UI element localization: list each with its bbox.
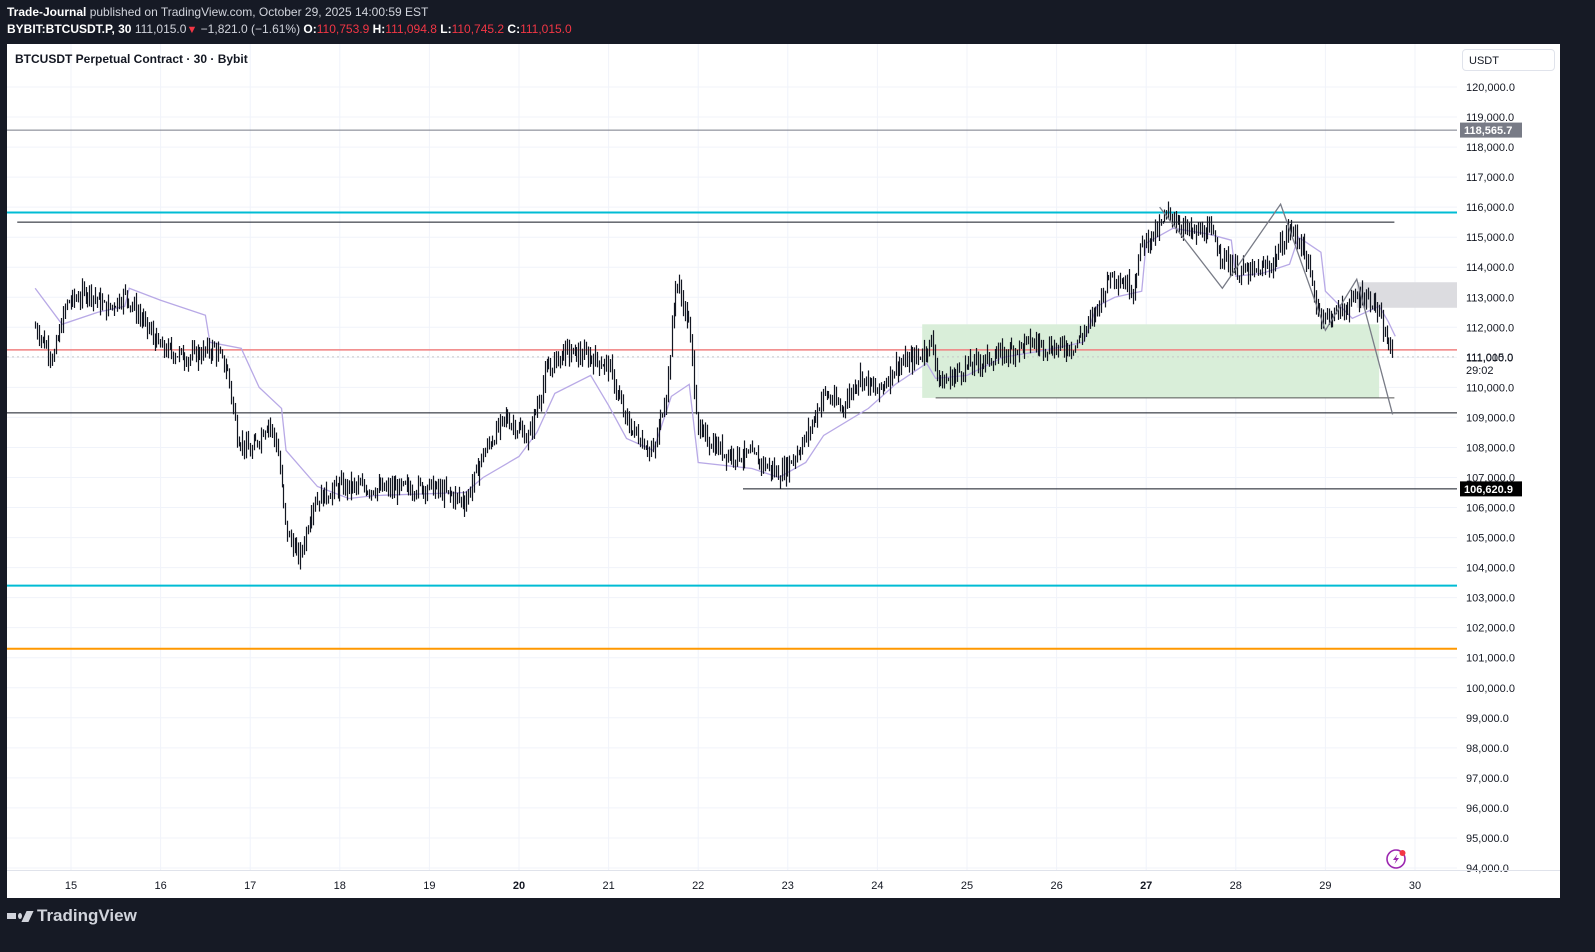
chart-title: BTCUSDT Perpetual Contract · 30 · Bybit bbox=[15, 52, 248, 66]
last-price: 111,015.0 bbox=[134, 22, 187, 36]
publish-info: Trade-Journal published on TradingView.c… bbox=[7, 5, 428, 19]
time-tick-label: 30 bbox=[1409, 880, 1421, 892]
price-tick-label: 101,000.0 bbox=[1466, 653, 1515, 665]
time-tick-label: 27 bbox=[1140, 880, 1152, 892]
price-tick-label: 114,000.0 bbox=[1466, 262, 1514, 274]
symbol-label: BYBIT:BTCUSDT.P, 30 bbox=[7, 22, 132, 36]
price-tick-label: 108,000.0 bbox=[1466, 442, 1515, 454]
tradingview-mark-icon bbox=[7, 910, 34, 922]
time-tick-label: 29 bbox=[1319, 880, 1331, 892]
price-tick-label: 119,000.0 bbox=[1466, 112, 1514, 124]
top-level-price-label: 118,565.7 bbox=[1464, 125, 1512, 137]
low-level-price-label-bg bbox=[1460, 481, 1522, 497]
time-tick-label: 15 bbox=[65, 880, 77, 892]
open-value: 110,753.9 bbox=[316, 22, 370, 36]
low-level-price-label: 106,620.9 bbox=[1464, 484, 1513, 496]
time-tick-label: 17 bbox=[244, 880, 256, 892]
time-tick-label: 20 bbox=[513, 880, 525, 892]
price-tick-label: 104,000.0 bbox=[1466, 563, 1515, 575]
price-tick-label: 117,000.0 bbox=[1466, 172, 1514, 184]
price-tick-label: 113,000.0 bbox=[1466, 292, 1514, 304]
time-tick-label: 18 bbox=[334, 880, 346, 892]
chart-grid bbox=[7, 44, 1457, 870]
price-tick-label: 103,000.0 bbox=[1466, 593, 1515, 605]
time-tick-label: 25 bbox=[961, 880, 973, 892]
lightning-alert-icon[interactable] bbox=[1386, 849, 1406, 869]
price-tick-label: 100,000.0 bbox=[1466, 683, 1515, 695]
chart-frame[interactable] bbox=[7, 44, 1560, 898]
currency-selector[interactable]: USDT bbox=[1462, 49, 1555, 71]
horizontal-levels[interactable] bbox=[7, 129, 1457, 650]
zigzag-line bbox=[1159, 202, 1394, 415]
open-label: O: bbox=[303, 22, 317, 36]
price-bars bbox=[34, 201, 1394, 570]
price-tick-label: 118,000.0 bbox=[1466, 142, 1514, 154]
publisher-name[interactable]: Trade-Journal bbox=[7, 5, 87, 19]
time-axis[interactable]: 15 16 17 18 19 20 21 22 23 24 25 26 27 28 29 30 bbox=[7, 870, 1560, 893]
tradingview-logo[interactable]: TradingView bbox=[7, 906, 137, 926]
price-tick-label: 98,000.0 bbox=[1466, 743, 1509, 755]
price-tick-label: 99,000.0 bbox=[1466, 713, 1509, 725]
time-tick-label: 23 bbox=[782, 880, 794, 892]
price-tick-label: 106,000.0 bbox=[1466, 503, 1515, 515]
price-tick-label: 109,000.0 bbox=[1466, 412, 1515, 424]
price-tick-label: 95,000.0 bbox=[1466, 833, 1509, 845]
time-tick-label: 21 bbox=[602, 880, 614, 892]
price-tick-label: 116,000.0 bbox=[1466, 202, 1514, 214]
gray-supply-zone bbox=[1356, 282, 1457, 308]
high-label: H: bbox=[372, 22, 386, 36]
publish-text: published on TradingView.com, October 29… bbox=[86, 5, 429, 19]
green-demand-zone bbox=[922, 324, 1380, 398]
price-labels: 118,565.7 106,620.9 111,015.029:02 bbox=[1460, 122, 1522, 497]
symbol-info-bar: BYBIT:BTCUSDT.P, 30 111,015.0▼ −1,821.0 … bbox=[7, 22, 572, 36]
price-tick-label: 112,000.0 bbox=[1466, 322, 1514, 334]
time-tick-label: 28 bbox=[1230, 880, 1242, 892]
last-price-label: 111,015.0 bbox=[1466, 352, 1513, 364]
time-tick-label: 24 bbox=[871, 880, 883, 892]
price-tick-label: 102,000.0 bbox=[1466, 623, 1515, 635]
price-tick-label: 96,000.0 bbox=[1466, 803, 1509, 815]
time-tick-label: 22 bbox=[692, 880, 704, 892]
time-tick-label: 19 bbox=[423, 880, 435, 892]
price-axis[interactable]: 120,000.0 119,000.0 118,000.0 117,000.0 116,… bbox=[1457, 44, 1515, 898]
price-change: −1,821.0 (−1.61%) bbox=[200, 22, 301, 36]
price-tick-label: 97,000.0 bbox=[1466, 773, 1509, 785]
bar-countdown: 29:02 bbox=[1466, 365, 1494, 377]
price-tick-label: 111,000.0 bbox=[1466, 352, 1513, 364]
high-value: 111,094.8 bbox=[385, 22, 437, 36]
time-tick-label: 26 bbox=[1050, 880, 1062, 892]
tradingview-brand: TradingView bbox=[37, 906, 137, 925]
low-label: L: bbox=[440, 22, 452, 36]
time-tick-label: 16 bbox=[154, 880, 166, 892]
price-tick-label: 115,000.0 bbox=[1466, 232, 1514, 244]
price-tick-label: 105,000.0 bbox=[1466, 533, 1515, 545]
top-level-price-label-bg bbox=[1460, 122, 1522, 138]
triangle-down-icon: ▼ bbox=[186, 24, 198, 36]
zigzag-pattern[interactable] bbox=[1159, 202, 1394, 415]
low-value: 110,745.2 bbox=[451, 22, 505, 36]
close-value: 111,015.0 bbox=[520, 22, 572, 36]
price-tick-label: 120,000.0 bbox=[1466, 82, 1515, 94]
price-tick-label: 110,000.0 bbox=[1466, 382, 1514, 394]
price-tick-label: 94,000.0 bbox=[1466, 863, 1509, 875]
close-label: C: bbox=[507, 22, 521, 36]
